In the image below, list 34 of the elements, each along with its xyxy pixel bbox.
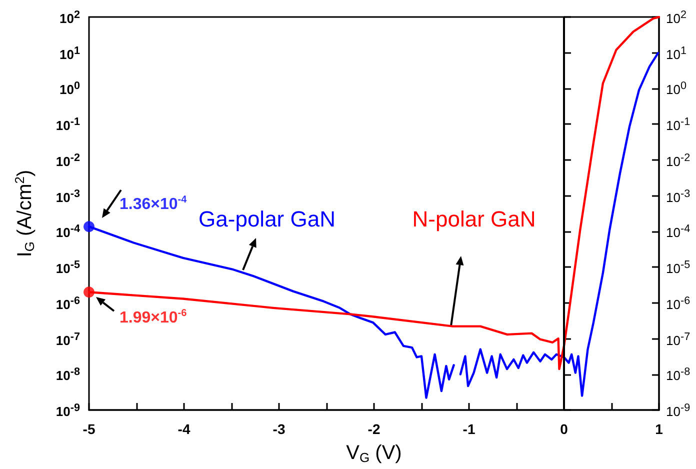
- text: 10$^{-9}$: [666, 402, 690, 420]
- y-tick-label: 10$^{-1}$: [56, 115, 80, 134]
- y-axis-title: IG (A/cm2): [12, 170, 37, 258]
- text: 10$^{2}$: [666, 8, 686, 26]
- text: 10$^{-1}$: [666, 116, 690, 134]
- text: 10$^{-4}$: [666, 223, 690, 241]
- text: 10$^{-3}$: [666, 187, 690, 205]
- x-tick-label: 0: [560, 421, 568, 437]
- y-tick-label: 10$^{-9}$: [56, 400, 80, 420]
- y-tick-label: 10$^{-4}$: [56, 222, 80, 242]
- text: 10$^{-5}$: [666, 258, 690, 276]
- text: 10$^{-8}$: [666, 366, 690, 384]
- y-tick-label: 10$^{-3}$: [56, 186, 80, 206]
- text: 10$^{-7}$: [666, 330, 690, 348]
- text: 10$^{0}$: [666, 80, 686, 98]
- text: 10$^{-6}$: [666, 294, 690, 312]
- y-tick-label: 10$^{0}$: [60, 79, 80, 99]
- y-tick-label: 10$^{-6}$: [56, 294, 80, 313]
- series-label: Ga-polar GaN: [198, 206, 336, 232]
- text: 10$^{-2}$: [666, 152, 690, 170]
- x-tick-label: -2: [368, 421, 380, 437]
- y-tick-label: 10$^{-7}$: [56, 329, 80, 349]
- y-tick-label: 10$^{2}$: [60, 8, 80, 28]
- x-tick-label: -1: [462, 421, 476, 437]
- y-tick-label: 10$^{-8}$: [56, 365, 80, 384]
- x-tick-label: -3: [272, 421, 286, 437]
- x-tick-label: 1: [655, 421, 664, 437]
- y-tick-label: 10$^{-5}$: [56, 258, 80, 278]
- x-tick-label: -4: [178, 421, 190, 437]
- text: 10$^{1}$: [666, 44, 686, 62]
- y-tick-label: 10$^{1}$: [60, 44, 80, 63]
- y-tick-label: 10$^{-2}$: [56, 150, 80, 170]
- x-tick-label: -5: [82, 421, 96, 437]
- series-label: N-polar GaN: [412, 206, 536, 232]
